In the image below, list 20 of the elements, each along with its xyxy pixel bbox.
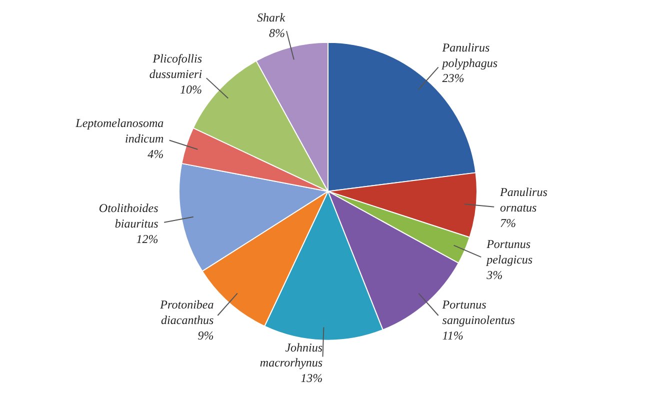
data-label: 12% (136, 232, 158, 246)
slice-label: Shark (257, 10, 286, 25)
slice-label: Panulirus ornatus (499, 185, 548, 214)
data-label: 7% (500, 216, 516, 230)
slice-label: Portunus pelagicus (486, 237, 533, 266)
slice-label: Leptomelanosoma indicum (74, 116, 164, 146)
data-label: 13% (300, 371, 323, 386)
data-label: 9% (198, 328, 214, 342)
slice-label: Plicofollis dussumieri (149, 52, 202, 82)
slice-label: Panulirus polyphagus (441, 40, 498, 70)
slice-label: Protonibea diacanthus (159, 298, 214, 327)
data-label: 11% (442, 328, 464, 342)
slice-label: Otolithoides biauritus (98, 201, 159, 230)
slice-label: Johnius macrorhynus (260, 340, 323, 370)
data-label: 4% (148, 146, 164, 161)
data-label: 8% (269, 26, 286, 40)
slice-label: Portunus sanguinolentus (441, 298, 516, 327)
data-label: 3% (486, 268, 503, 282)
data-label: 10% (180, 82, 202, 96)
data-label: 23% (442, 71, 464, 86)
